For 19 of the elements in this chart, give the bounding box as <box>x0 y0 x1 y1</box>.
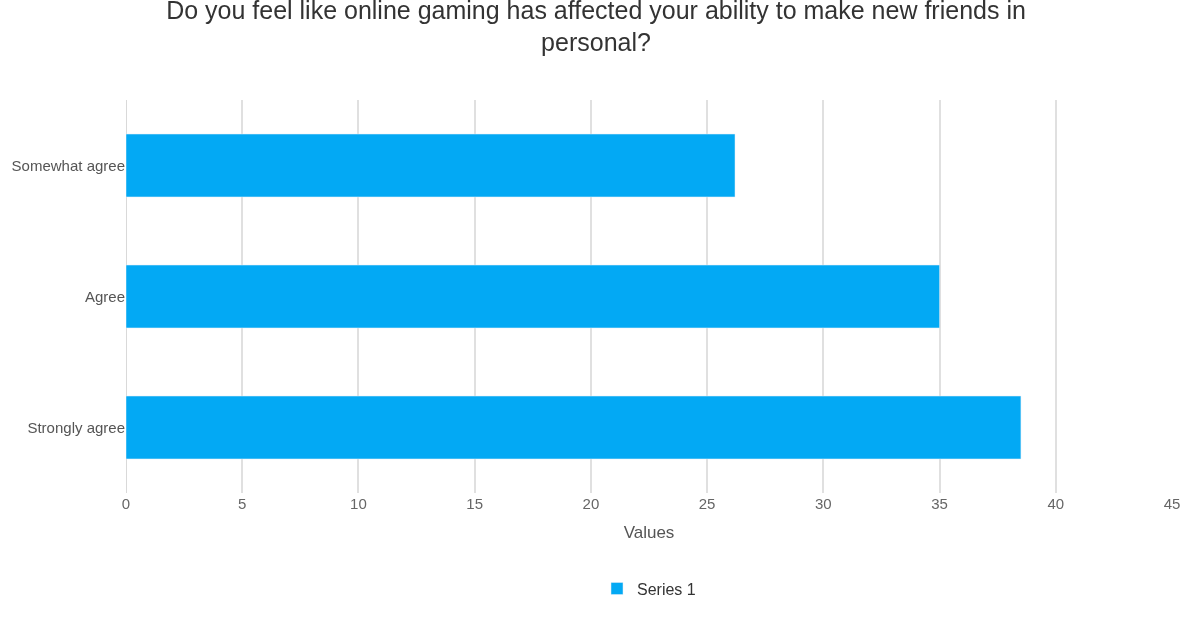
chart-title: Do you feel like online gaming has affected your ability to make new friends in personal? <box>166 0 1026 57</box>
x-tick-label: 40 <box>1047 495 1065 512</box>
x-tick-label: 0 <box>121 495 131 512</box>
x-tick-label: 20 <box>582 495 600 512</box>
y-tick-label: Somewhat agree <box>11 156 125 174</box>
x-tick-label: 15 <box>466 495 484 512</box>
x-tick-label: 35 <box>931 495 948 512</box>
legend-label: Series 1 <box>637 580 696 598</box>
bar <box>126 395 1022 460</box>
x-axis-title: Values <box>623 523 675 543</box>
x-tick-label: 5 <box>238 495 247 512</box>
x-tick-label: 10 <box>350 495 367 512</box>
x-tick-label: 45 <box>1163 495 1181 512</box>
bar <box>126 133 736 198</box>
x-tick-label: 25 <box>698 495 716 512</box>
x-tick-label: 30 <box>814 495 832 512</box>
bar <box>126 264 940 329</box>
y-tick-label: Strongly agree <box>27 418 125 436</box>
y-tick-label: Agree <box>84 287 125 305</box>
